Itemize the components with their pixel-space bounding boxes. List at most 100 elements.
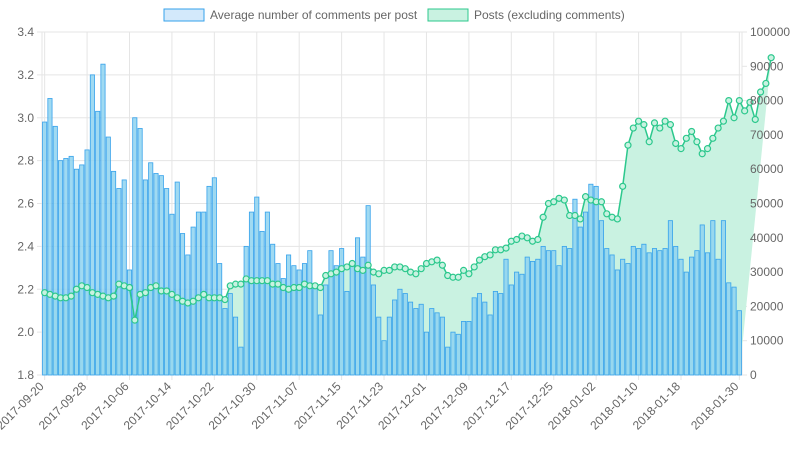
posts-point bbox=[438, 261, 446, 269]
comments-bar bbox=[376, 316, 382, 376]
comments-bar bbox=[270, 243, 276, 376]
posts-point bbox=[343, 263, 351, 271]
y-right-tick-label: 30000 bbox=[750, 265, 784, 279]
comments-bar bbox=[42, 121, 48, 376]
comments-bar bbox=[89, 74, 95, 376]
comments-bar bbox=[227, 293, 233, 376]
posts-point bbox=[698, 150, 706, 158]
posts-point bbox=[534, 235, 542, 244]
posts-point bbox=[634, 117, 643, 125]
posts-point bbox=[237, 280, 245, 288]
comments-bar bbox=[598, 220, 604, 376]
posts-point bbox=[152, 282, 160, 290]
comments-bar bbox=[678, 258, 684, 376]
comments-bar bbox=[360, 256, 366, 376]
comments-bar bbox=[408, 301, 414, 376]
posts-point bbox=[735, 96, 743, 105]
y-left-tick-label: 2.0 bbox=[17, 325, 34, 339]
comments-bar bbox=[418, 303, 424, 376]
comments-bar bbox=[153, 173, 159, 376]
comments-bar bbox=[84, 149, 90, 376]
comments-bar bbox=[195, 211, 201, 376]
comments-bar bbox=[593, 185, 599, 376]
comments-bar bbox=[519, 273, 525, 376]
posts-point bbox=[677, 145, 685, 153]
comments-bar bbox=[689, 256, 695, 376]
comments-bar bbox=[476, 293, 483, 376]
comments-bar bbox=[514, 271, 520, 376]
y-right-tick-label: 20000 bbox=[750, 299, 784, 313]
comments-bar bbox=[126, 269, 133, 376]
y-left-tick-label: 3.0 bbox=[17, 111, 34, 125]
posts-point bbox=[375, 270, 383, 278]
comments-bar bbox=[280, 278, 286, 376]
y-right-tick-label: 60000 bbox=[750, 162, 784, 176]
legend-item-posts[interactable]: Posts (excluding comments) bbox=[427, 8, 625, 22]
posts-point bbox=[131, 316, 139, 324]
comments-bar bbox=[307, 250, 313, 376]
comments-bar bbox=[662, 248, 668, 376]
comments-bar bbox=[238, 346, 244, 376]
legend-swatch-posts bbox=[427, 8, 469, 22]
posts-point bbox=[401, 265, 409, 273]
comments-bar bbox=[736, 310, 742, 376]
comments-bar bbox=[699, 224, 705, 376]
posts-point bbox=[603, 210, 611, 218]
posts-point bbox=[502, 244, 510, 252]
y-left-tick-label: 3.4 bbox=[17, 25, 34, 39]
comments-bar bbox=[73, 168, 79, 376]
comments-bar bbox=[370, 284, 376, 376]
posts-point bbox=[613, 215, 621, 223]
comments-bar bbox=[620, 258, 626, 376]
y-left-tick-label: 2.6 bbox=[17, 197, 34, 211]
comments-bar bbox=[556, 265, 562, 376]
comments-bar bbox=[402, 293, 408, 376]
comments-bar bbox=[609, 254, 615, 376]
comments-bar bbox=[651, 248, 658, 376]
comments-bar bbox=[100, 63, 106, 376]
posts-point bbox=[560, 196, 568, 204]
comments-bar bbox=[583, 211, 589, 376]
comments-bar bbox=[397, 288, 403, 376]
line-layer bbox=[41, 54, 775, 324]
comments-bar bbox=[301, 263, 308, 376]
legend-item-comments[interactable]: Average number of comments per post bbox=[163, 8, 418, 22]
comments-bar bbox=[158, 175, 164, 376]
posts-point bbox=[72, 285, 81, 293]
comments-bar bbox=[291, 265, 297, 376]
comments-bar bbox=[323, 284, 329, 376]
y-left-tick-label: 1.8 bbox=[17, 368, 34, 382]
comments-bar bbox=[625, 263, 631, 376]
posts-point bbox=[221, 295, 229, 304]
comments-bar bbox=[614, 269, 620, 376]
comments-bar bbox=[355, 237, 361, 376]
comments-bar bbox=[121, 179, 127, 376]
comments-bar bbox=[317, 314, 323, 376]
comments-bar bbox=[58, 160, 64, 376]
y-right-tick-label: 40000 bbox=[750, 231, 784, 245]
comments-bar bbox=[641, 243, 647, 376]
posts-point bbox=[619, 182, 627, 190]
posts-point bbox=[454, 273, 462, 281]
posts-point bbox=[470, 263, 478, 271]
y-left-tick-label: 2.4 bbox=[17, 239, 34, 253]
posts-point bbox=[672, 139, 680, 148]
posts-point bbox=[189, 297, 197, 305]
posts-point bbox=[332, 268, 340, 276]
comments-bar bbox=[243, 245, 249, 376]
posts-point bbox=[173, 294, 181, 302]
y-right-tick-label: 0 bbox=[750, 368, 757, 382]
posts-point bbox=[767, 54, 775, 62]
posts-point bbox=[125, 283, 134, 292]
posts-point bbox=[475, 256, 484, 264]
comments-bar bbox=[344, 290, 350, 376]
bar-layer bbox=[42, 63, 742, 376]
comments-bar bbox=[636, 248, 642, 376]
comments-bar bbox=[349, 263, 355, 376]
comments-bar bbox=[731, 286, 737, 376]
comments-bar bbox=[63, 158, 69, 376]
posts-point bbox=[703, 145, 712, 153]
posts-point bbox=[597, 198, 606, 206]
posts-point bbox=[67, 292, 75, 300]
